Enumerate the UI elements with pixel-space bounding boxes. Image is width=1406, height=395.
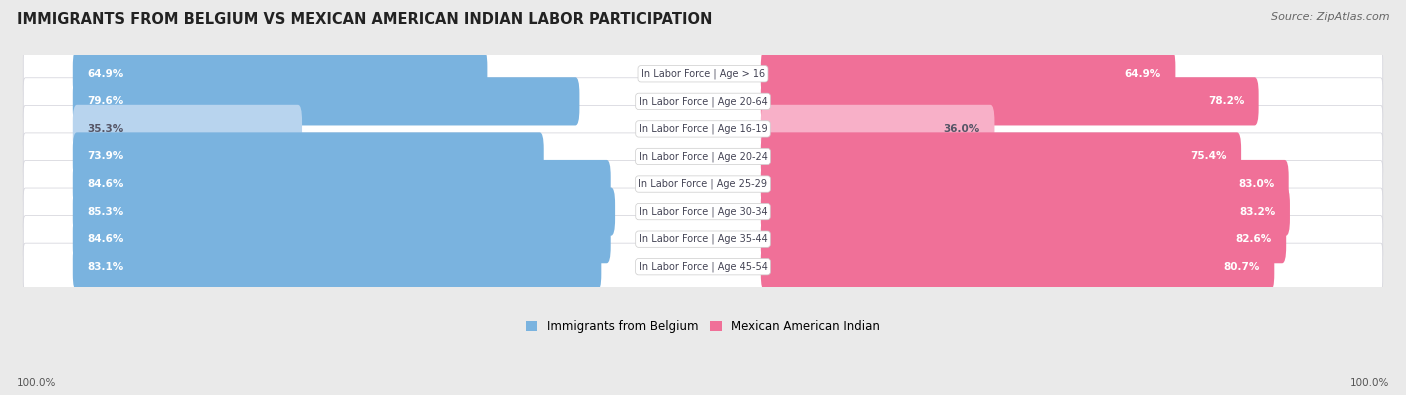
Text: 83.1%: 83.1% (87, 262, 124, 272)
FancyBboxPatch shape (761, 215, 1286, 263)
FancyBboxPatch shape (24, 50, 1382, 97)
Text: In Labor Force | Age 25-29: In Labor Force | Age 25-29 (638, 179, 768, 189)
Text: 64.9%: 64.9% (87, 69, 124, 79)
Text: 35.3%: 35.3% (87, 124, 124, 134)
Text: In Labor Force | Age > 16: In Labor Force | Age > 16 (641, 69, 765, 79)
FancyBboxPatch shape (761, 105, 994, 153)
Text: 84.6%: 84.6% (87, 234, 124, 244)
Text: 82.6%: 82.6% (1236, 234, 1272, 244)
FancyBboxPatch shape (761, 188, 1289, 236)
FancyBboxPatch shape (24, 216, 1382, 263)
Text: IMMIGRANTS FROM BELGIUM VS MEXICAN AMERICAN INDIAN LABOR PARTICIPATION: IMMIGRANTS FROM BELGIUM VS MEXICAN AMERI… (17, 12, 713, 27)
FancyBboxPatch shape (24, 188, 1382, 235)
FancyBboxPatch shape (761, 243, 1274, 291)
FancyBboxPatch shape (73, 160, 610, 208)
FancyBboxPatch shape (24, 78, 1382, 125)
Text: 83.0%: 83.0% (1239, 179, 1274, 189)
Text: In Labor Force | Age 20-24: In Labor Force | Age 20-24 (638, 151, 768, 162)
Text: In Labor Force | Age 30-34: In Labor Force | Age 30-34 (638, 206, 768, 217)
FancyBboxPatch shape (24, 243, 1382, 290)
FancyBboxPatch shape (73, 243, 602, 291)
FancyBboxPatch shape (73, 188, 614, 236)
Text: 80.7%: 80.7% (1223, 262, 1260, 272)
FancyBboxPatch shape (24, 160, 1382, 208)
FancyBboxPatch shape (73, 50, 488, 98)
Text: In Labor Force | Age 20-64: In Labor Force | Age 20-64 (638, 96, 768, 107)
Text: In Labor Force | Age 35-44: In Labor Force | Age 35-44 (638, 234, 768, 245)
Text: In Labor Force | Age 16-19: In Labor Force | Age 16-19 (638, 124, 768, 134)
FancyBboxPatch shape (761, 77, 1258, 126)
Text: 78.2%: 78.2% (1208, 96, 1244, 106)
FancyBboxPatch shape (761, 132, 1241, 181)
FancyBboxPatch shape (24, 133, 1382, 180)
Text: 79.6%: 79.6% (87, 96, 124, 106)
Text: 84.6%: 84.6% (87, 179, 124, 189)
Text: In Labor Force | Age 45-54: In Labor Force | Age 45-54 (638, 261, 768, 272)
Text: 75.4%: 75.4% (1189, 151, 1226, 162)
FancyBboxPatch shape (761, 160, 1289, 208)
FancyBboxPatch shape (73, 215, 610, 263)
FancyBboxPatch shape (761, 50, 1175, 98)
FancyBboxPatch shape (73, 132, 544, 181)
Text: 73.9%: 73.9% (87, 151, 124, 162)
FancyBboxPatch shape (24, 105, 1382, 152)
Text: 85.3%: 85.3% (87, 207, 124, 216)
Legend: Immigrants from Belgium, Mexican American Indian: Immigrants from Belgium, Mexican America… (526, 320, 880, 333)
Text: 64.9%: 64.9% (1125, 69, 1161, 79)
FancyBboxPatch shape (73, 77, 579, 126)
FancyBboxPatch shape (73, 105, 302, 153)
Text: Source: ZipAtlas.com: Source: ZipAtlas.com (1271, 12, 1389, 22)
Text: 100.0%: 100.0% (1350, 378, 1389, 388)
Text: 36.0%: 36.0% (943, 124, 980, 134)
Text: 100.0%: 100.0% (17, 378, 56, 388)
Text: 83.2%: 83.2% (1239, 207, 1275, 216)
